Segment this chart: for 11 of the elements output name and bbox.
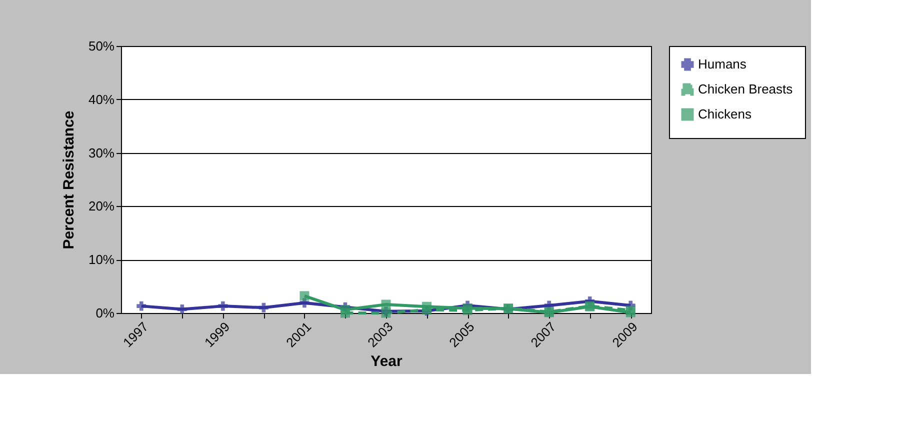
y-tick-label: 40%: [88, 92, 115, 107]
y-tick-label: 30%: [88, 145, 115, 160]
y-tick-label: 50%: [88, 38, 115, 54]
legend-label: Chickens: [698, 106, 752, 122]
legend-label: Humans: [698, 56, 747, 72]
x-axis-title: Year: [370, 353, 403, 370]
y-axis-title: Percent Resistance: [60, 110, 78, 250]
y-tick-label: 10%: [88, 252, 115, 268]
legend-label: Chicken Breasts: [698, 82, 794, 96]
y-tick-label: 0%: [96, 306, 115, 320]
y-tick-label: 20%: [88, 198, 115, 214]
